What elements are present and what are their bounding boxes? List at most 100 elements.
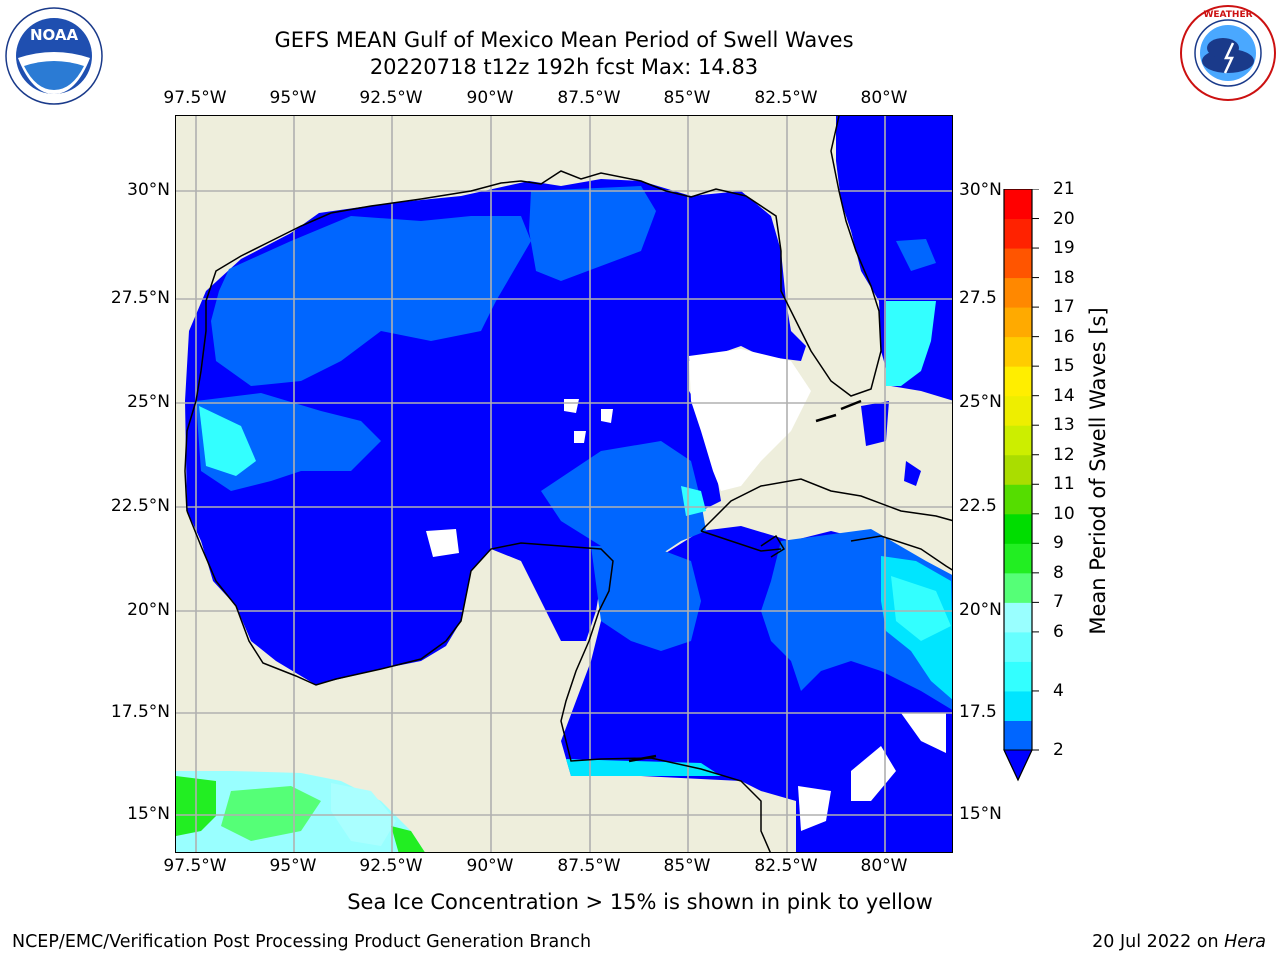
lon-tick-top: 92.5°W [359, 88, 423, 108]
coastline-3 [700, 478, 952, 532]
svg-text:WEATHER: WEATHER [1203, 10, 1252, 20]
lat-tick-right: 22.5 [959, 496, 997, 516]
colorbar-segment [1004, 366, 1032, 397]
colorbar-tick-label: 13 [1053, 415, 1075, 436]
credit-date: 20 Jul 2022 on [1092, 932, 1225, 952]
colorbar-tick-label: 20 [1053, 208, 1075, 229]
caribbean-light-patch [891, 576, 951, 641]
colorbar-tick-label: 21 [1053, 179, 1075, 199]
gulf-mid-swath-4 [541, 441, 706, 561]
gulf-mid-swath-5 [591, 546, 701, 651]
colorbar-tick-label: 11 [1053, 474, 1075, 495]
colorbar-segment [1004, 720, 1032, 751]
colorbar-tick-label: 14 [1053, 385, 1075, 406]
credit-host: Hera [1224, 932, 1266, 952]
lat-tick-left: 15°N [127, 804, 170, 824]
nws-logo: WEATHER [1180, 5, 1276, 101]
colorbar-segment [1004, 661, 1032, 692]
lat-tick-left: 20°N [127, 600, 170, 620]
pacific-green-patch-2 [221, 786, 321, 841]
colorbar-segment [1004, 218, 1032, 249]
gulf-mid-swath-1 [211, 216, 531, 386]
lon-tick-bottom: 97.5°W [163, 856, 227, 876]
colorbar-tick-label: 4 [1053, 680, 1064, 701]
nodata-gap-5 [574, 431, 586, 443]
lat-tick-right: 17.5 [959, 702, 997, 722]
lon-tick-bottom: 95°W [269, 856, 317, 876]
colorbar-title: Mean Period of Swell Waves [s] [1086, 307, 1110, 635]
carib-white-3 [901, 713, 946, 753]
colorbar-segment [1004, 690, 1032, 721]
coastline-1 [184, 116, 882, 512]
lon-tick-bottom: 82.5°W [754, 856, 818, 876]
colorbar-tick-label: 16 [1053, 326, 1075, 347]
lon-tick-top: 80°W [860, 88, 908, 108]
colorbar-segment [1004, 425, 1032, 456]
lat-tick-right: 27.5 [959, 288, 997, 308]
colorbar-extend-arrow [1003, 749, 1033, 782]
credit-right: 20 Jul 2022 on Hera [1092, 932, 1266, 952]
nodata-gap-2 [426, 529, 459, 557]
colorbar-tick-label: 9 [1053, 533, 1064, 554]
lon-tick-bottom: 85°W [663, 856, 711, 876]
colorbar-segment [1004, 189, 1032, 220]
honduras-coast-patch [566, 759, 721, 776]
chart-title: GEFS MEAN Gulf of Mexico Mean Period of … [274, 28, 854, 52]
lat-tick-left: 17.5°N [110, 702, 170, 722]
coastline-6 [850, 535, 952, 571]
lon-tick-bottom: 80°W [860, 856, 908, 876]
colorbar-segment [1004, 248, 1032, 279]
pacific-green-patch-3 [391, 826, 425, 852]
colorbar-tick-label: 8 [1053, 562, 1064, 583]
island-3 [628, 754, 657, 763]
lat-tick-left: 22.5°N [110, 496, 170, 516]
bahamas-blue-1 [861, 401, 889, 446]
noaa-logo: NOAA [5, 7, 103, 105]
sea-ice-note: Sea Ice Concentration > 15% is shown in … [347, 890, 933, 914]
colorbar-tick-label: 17 [1053, 297, 1075, 318]
coastline-5 [760, 534, 786, 558]
lon-tick-top: 90°W [466, 88, 514, 108]
lat-tick-left: 30°N [127, 180, 170, 200]
lon-tick-bottom: 87.5°W [557, 856, 621, 876]
colorbar-segment [1004, 395, 1032, 426]
lon-tick-bottom: 90°W [466, 856, 514, 876]
gulf-mid-swath-2 [529, 186, 656, 281]
colorbar-segment [1004, 484, 1032, 515]
carib-white-2 [798, 786, 831, 831]
atlantic-blue-patch [896, 239, 936, 271]
lon-tick-bottom: 92.5°W [359, 856, 423, 876]
nodata-gap-1 [689, 349, 811, 491]
lon-tick-top: 85°W [663, 88, 711, 108]
colorbar [1003, 189, 1039, 782]
bahamas-blue-2 [904, 461, 921, 486]
nodata-gap-4 [601, 409, 613, 423]
colorbar-segment [1004, 572, 1032, 603]
svg-text:NOAA: NOAA [30, 26, 79, 44]
colorbar-segment [1004, 307, 1032, 338]
colorbar-tick-label: 6 [1053, 621, 1064, 642]
colorbar-segment [1004, 631, 1032, 662]
colorbar-tick-label: 2 [1053, 740, 1064, 760]
credit-left: NCEP/EMC/Verification Post Processing Pr… [12, 932, 592, 952]
map-canvas [176, 116, 952, 852]
lat-tick-left: 25°N [127, 392, 170, 412]
colorbar-tick-label: 10 [1053, 503, 1075, 524]
lat-tick-right: 15°N [959, 804, 1002, 824]
atlantic-cyan-patch [886, 301, 936, 386]
lon-tick-top: 95°W [269, 88, 317, 108]
colorbar-segment [1004, 454, 1032, 485]
lon-tick-top: 82.5°W [754, 88, 818, 108]
colorbar-tick-label: 7 [1053, 592, 1064, 613]
west-gulf-cyan-patch [199, 406, 256, 476]
island-2 [840, 399, 862, 411]
lat-tick-right: 25°N [959, 392, 1002, 412]
coastline-2 [186, 510, 771, 852]
lon-tick-top: 87.5°W [557, 88, 621, 108]
lat-tick-right: 20°N [959, 600, 1002, 620]
colorbar-segment [1004, 513, 1032, 544]
colorbar-tick-label: 15 [1053, 356, 1075, 377]
colorbar-segment [1004, 602, 1032, 633]
map-panel [175, 115, 953, 853]
island-1 [815, 413, 837, 423]
